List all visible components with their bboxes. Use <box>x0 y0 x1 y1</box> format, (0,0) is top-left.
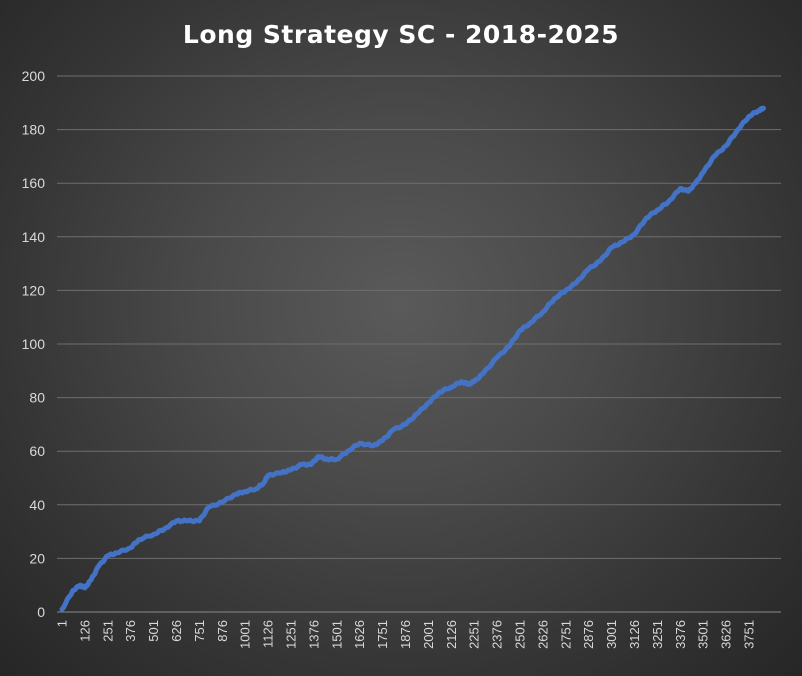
x-tick-label: 3751 <box>742 620 757 649</box>
gridlines <box>57 75 781 613</box>
series-layer <box>59 105 766 612</box>
x-tick-label: 2501 <box>513 620 528 649</box>
x-tick-label: 251 <box>100 620 115 642</box>
x-tick-label: 2876 <box>581 620 596 649</box>
x-tick-label: 3001 <box>604 620 619 649</box>
x-tick-label: 1626 <box>352 620 367 649</box>
y-tick-label: 200 <box>22 68 46 84</box>
x-axis-ticks: 1 126 251 376 501 626 751 876 1001 1126 1251 1376 15… <box>55 620 757 649</box>
y-tick-label: 60 <box>29 443 45 459</box>
y-tick-label: 160 <box>22 175 46 191</box>
x-tick-label: 1876 <box>398 620 413 649</box>
x-tick-label: 1501 <box>329 620 344 649</box>
x-tick-label: 3376 <box>673 620 688 649</box>
x-tick-label: 626 <box>169 620 184 642</box>
x-tick-label: 3501 <box>696 620 711 649</box>
x-tick-label: 1001 <box>238 620 253 649</box>
x-tick-label: 2251 <box>467 620 482 649</box>
y-tick-label: 140 <box>22 229 46 245</box>
x-tick-label: 751 <box>192 620 207 642</box>
x-tick-label: 376 <box>123 620 138 642</box>
x-tick-label: 501 <box>146 620 161 642</box>
x-tick-label: 2626 <box>535 620 550 649</box>
x-tick-label: 876 <box>215 620 230 642</box>
x-tick-label: 2001 <box>421 620 436 649</box>
series-line <box>59 105 766 612</box>
y-tick-label: 20 <box>29 550 45 566</box>
x-tick-label: 1751 <box>375 620 390 649</box>
y-tick-label: 40 <box>29 497 45 513</box>
y-tick-label: 180 <box>22 122 46 138</box>
x-tick-label: 126 <box>77 620 92 642</box>
y-tick-label: 120 <box>22 282 46 298</box>
y-tick-label: 80 <box>29 390 45 406</box>
x-tick-label: 2126 <box>444 620 459 649</box>
x-tick-label: 2751 <box>558 620 573 649</box>
y-tick-label: 100 <box>22 336 46 352</box>
x-tick-label: 3251 <box>650 620 665 649</box>
y-axis-ticks: 0 20 40 60 80 100 120 140 160 180 200 <box>22 68 46 620</box>
chart-title: Long Strategy SC - 2018-2025 <box>182 20 620 49</box>
y-tick-label: 0 <box>37 604 45 620</box>
x-tick-label: 3626 <box>719 620 734 649</box>
x-tick-label: 1126 <box>261 620 276 648</box>
x-tick-label: 1 <box>55 620 70 627</box>
x-tick-label: 3126 <box>627 620 642 649</box>
x-tick-label: 2376 <box>490 620 505 649</box>
x-tick-label: 1376 <box>306 620 321 649</box>
x-tick-label: 1251 <box>284 620 299 649</box>
